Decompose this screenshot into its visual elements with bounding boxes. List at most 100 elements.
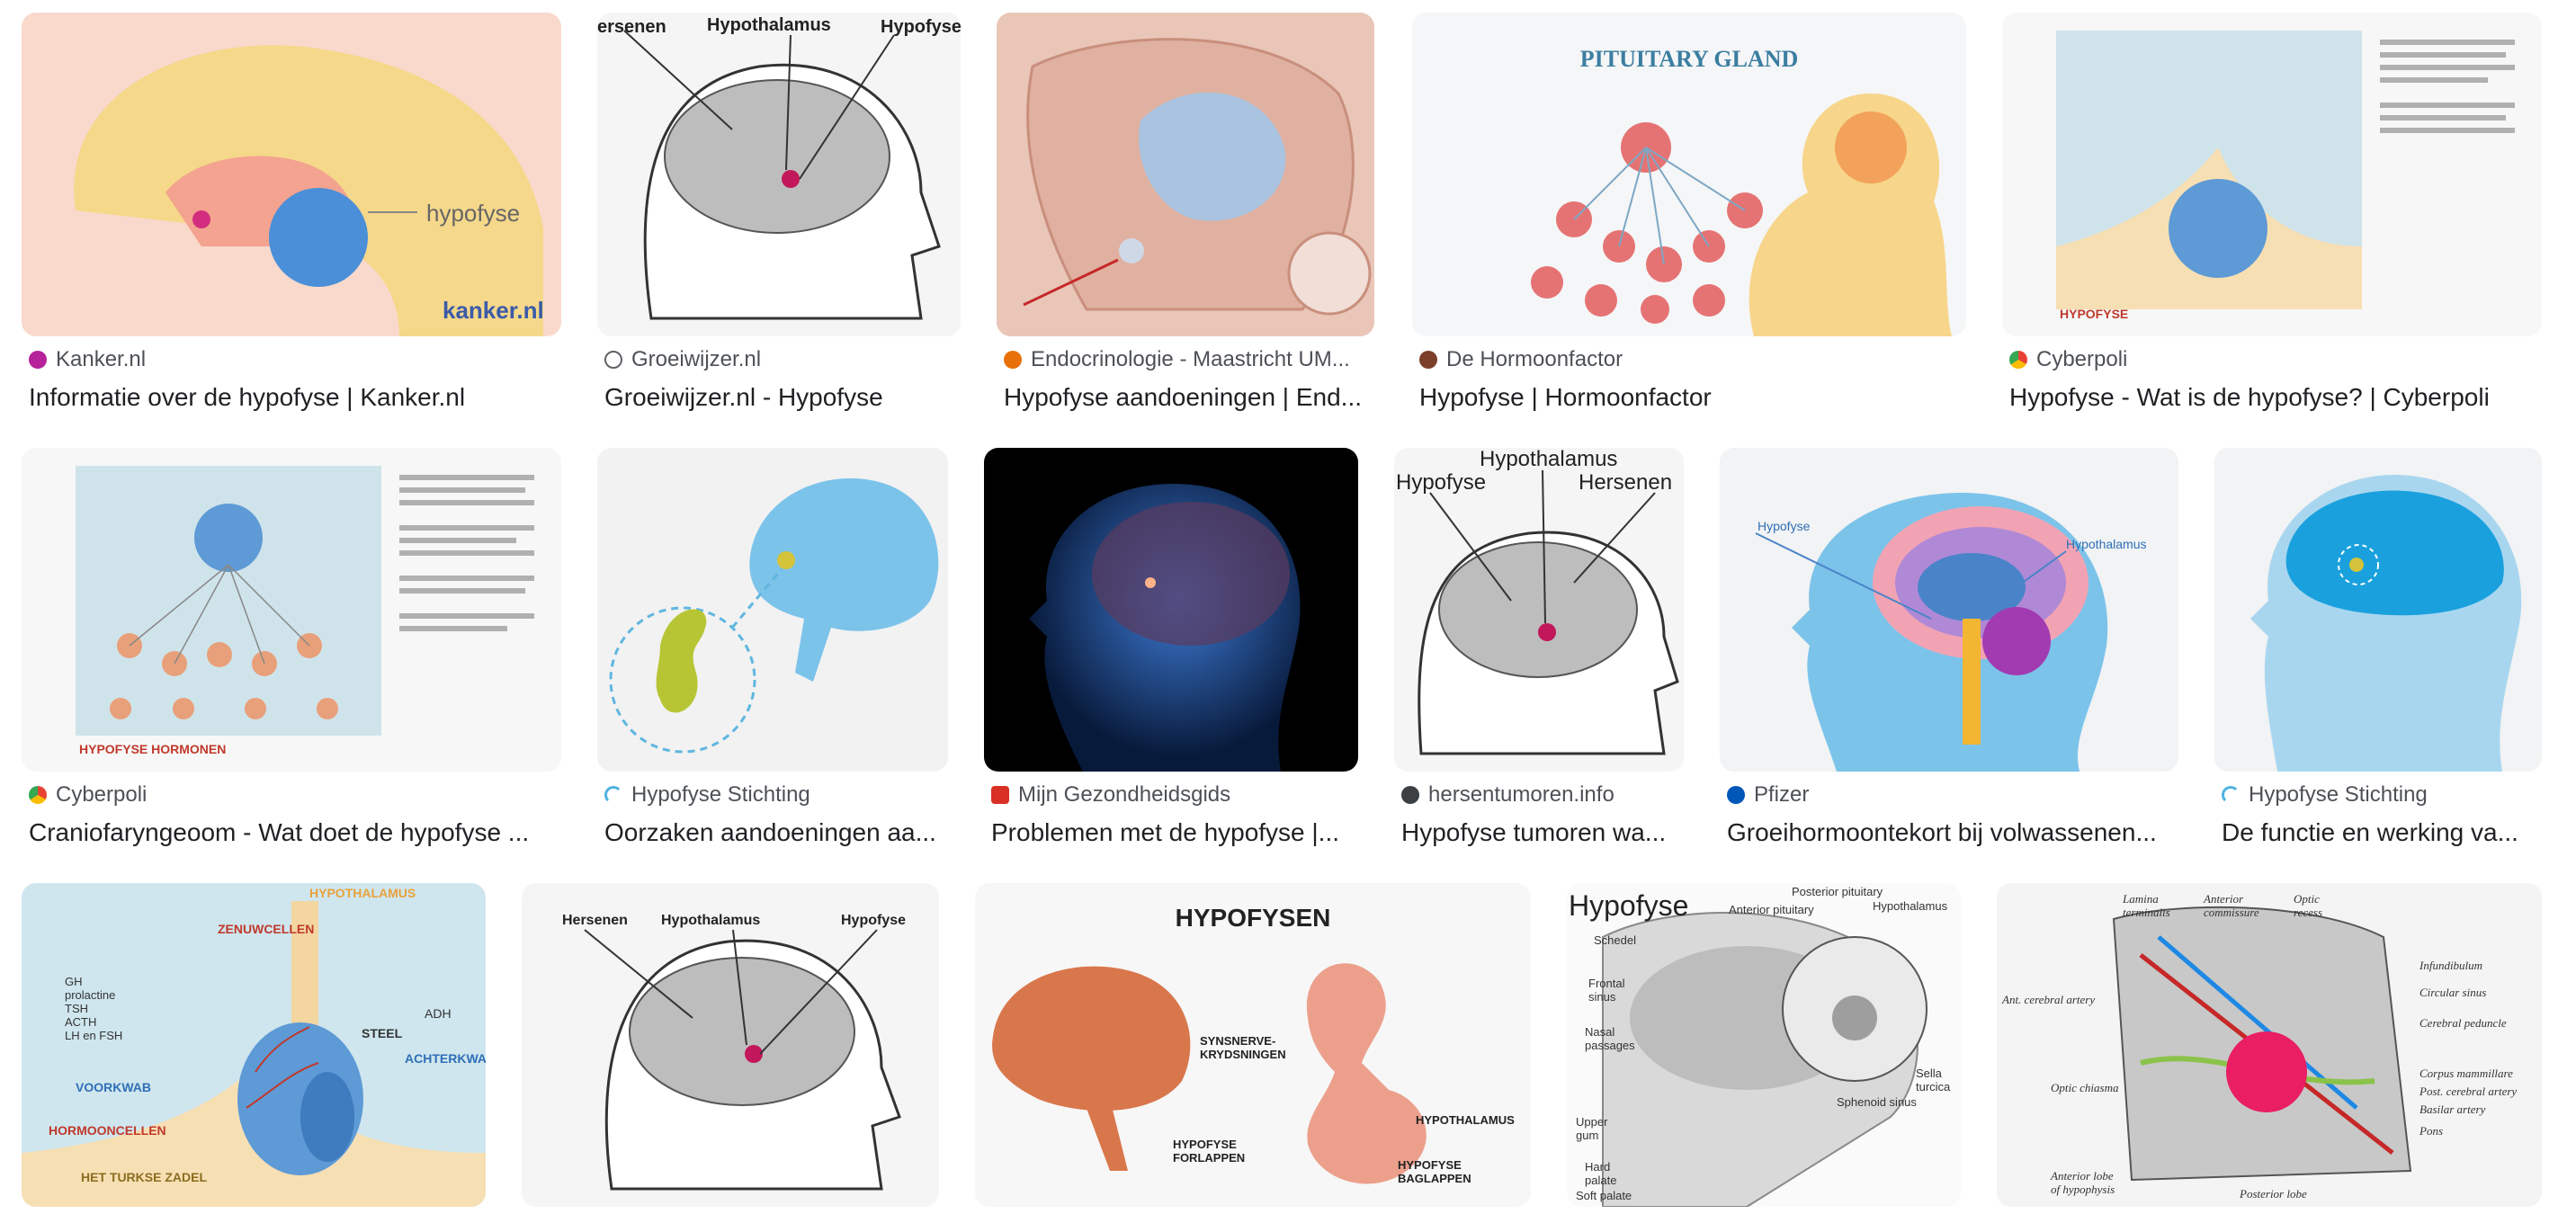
label-optic-chiasma: Optic chiasma <box>2051 1081 2119 1094</box>
source-name: Endocrinologie - Maastricht UM... <box>1031 347 1350 371</box>
label-hypofyse: Hypofyse <box>1396 470 1486 495</box>
label-hersenen: Hersenen <box>562 913 628 928</box>
result-title[interactable]: Groeihormoontekort bij volwassenen... <box>1727 818 2157 846</box>
label-hypothalamus: HYPOTHALAMUS <box>1416 1113 1515 1127</box>
result-thumbnail[interactable]: PITUITARY GLAND <box>1412 13 1966 336</box>
illustration-heading: Hypofyse <box>1569 889 1688 922</box>
hypofysen-illustration: HYPOFYSEN SYNSNERVE-KRYDSNINGEN HYPOTHAL… <box>992 904 1515 1185</box>
result-source[interactable]: Mijn Gezondheidsgids <box>991 782 1356 808</box>
hypofyse-cross-section-illustration: Hypofyse Posterior pituitary Anterior pi… <box>1569 885 1951 1207</box>
result-thumbnail[interactable]: Hypothalamus Hypofyse Hersenen <box>1394 448 1684 772</box>
label-hypothalamus: Hypothalamus <box>1873 899 1948 913</box>
stichting-favicon-icon <box>604 786 622 804</box>
source-name: Pfizer <box>1754 782 1810 807</box>
gezondheidsgids-favicon-icon <box>991 786 1009 804</box>
result-thumbnail[interactable]: Hypofyse Posterior pituitary Anterior pi… <box>1567 883 1961 1207</box>
head-xray-illustration <box>1029 484 1301 772</box>
result-thumbnail[interactable]: HYPOFYSEN SYNSNERVE-KRYDSNINGEN HYPOTHAL… <box>975 883 1531 1207</box>
result-thumbnail[interactable]: hypofyse kanker.nl <box>22 13 561 336</box>
brain-zoom-illustration <box>609 478 939 754</box>
endocrinologie-favicon-icon <box>1004 351 1022 369</box>
pfizer-favicon-icon <box>1727 786 1745 804</box>
result-source[interactable]: hersentumoren.info <box>1401 782 1682 808</box>
pituitary-gland-illustration: PITUITARY GLAND <box>1531 46 1952 336</box>
label-anterior-commissure: Anterior commissure <box>2203 892 2259 919</box>
result-source[interactable]: Hypofyse Stichting <box>604 782 946 808</box>
result-thumbnail[interactable] <box>2214 448 2542 772</box>
result-title[interactable]: Problemen met de hypofyse |... <box>991 818 1340 846</box>
label-pons: Pons <box>2419 1124 2443 1138</box>
label-basilar-artery: Basilar artery <box>2419 1102 2486 1116</box>
label-lamina-terminalis: Lamina terminalis <box>2122 892 2170 919</box>
result-thumbnail[interactable]: HYPOTHALAMUS ZENUWCELLEN GH prolactine TSH… <box>22 883 486 1207</box>
label-hersenen: ersenen <box>597 17 666 37</box>
result-source[interactable]: De Hormoonfactor <box>1419 347 1964 372</box>
label-upper-gum: Upper gum <box>1576 1115 1608 1142</box>
result-thumbnail[interactable]: Lamina terminalis Anterior commissure Opti… <box>1997 883 2542 1207</box>
result-thumbnail[interactable]: Hypofyse Hypothalamus <box>1720 448 2178 772</box>
source-name: Cyberpoli <box>56 782 148 807</box>
brain-outline-illustration: Hersenen Hypothalamus Hypofyse <box>562 913 906 1191</box>
kanker-favicon-icon <box>29 351 47 369</box>
label-voorkwab: VOORKWAB <box>76 1080 151 1094</box>
hypofyse-anatomy-illustration: HYPOTHALAMUS ZENUWCELLEN GH prolactine TSH… <box>22 886 486 1207</box>
result-source[interactable]: Pfizer <box>1727 782 2177 808</box>
illustration-heading: HYPOFYSEN <box>1176 904 1331 932</box>
label-hypofyse: Hypofyse <box>1758 519 1811 533</box>
result-thumbnail[interactable]: ersenen Hypothalamus Hypofyse <box>597 13 961 336</box>
result-source[interactable]: Kanker.nl <box>29 347 559 372</box>
result-thumbnail[interactable]: Hersenen Hypothalamus Hypofyse <box>522 883 939 1207</box>
brain-section-illustration <box>997 13 1374 336</box>
result-title[interactable]: Oorzaken aandoeningen aa... <box>604 818 936 846</box>
result-title[interactable]: Groeiwijzer.nl - Hypofyse <box>604 383 883 411</box>
label-forlappen: HYPOFYSE FORLAPPEN <box>1173 1138 1245 1165</box>
result-source[interactable]: Cyberpoli <box>2009 347 2540 372</box>
label-steel: STEEL <box>362 1026 403 1040</box>
result-thumbnail[interactable] <box>984 448 1358 772</box>
hypofyse-hormonen-illustration: HYPOFYSE HORMONEN <box>76 466 534 756</box>
label-ant-cerebral-artery: Ant. cerebral artery <box>2001 993 2095 1006</box>
result-title[interactable]: Hypofyse - Wat is de hypofyse? | Cyberpo… <box>2009 383 2490 411</box>
anatomical-engraving-illustration: Lamina terminalis Anterior commissure Opti… <box>2001 892 2517 1201</box>
result-thumbnail[interactable] <box>997 13 1374 336</box>
label-frontal-sinus: Frontal sinus <box>1588 977 1625 1004</box>
label-post-cerebral-artery: Post. cerebral artery <box>2419 1085 2517 1098</box>
result-thumbnail[interactable]: HYPOFYSE <box>2002 13 2542 336</box>
result-title[interactable]: De functie en werking va... <box>2222 818 2518 846</box>
label-hypofyse: Hypofyse <box>841 913 906 928</box>
label-anterior-lobe: Anterior lobe of hypophysis <box>2050 1169 2115 1196</box>
result-title[interactable]: Hypofyse aandoeningen | End... <box>1004 383 1363 411</box>
source-name: Mijn Gezondheidsgids <box>1018 782 1231 807</box>
result-title[interactable]: Informatie over de hypofyse | Kanker.nl <box>29 383 466 411</box>
label-soft-palate: Soft palate <box>1576 1189 1632 1202</box>
result-thumbnail[interactable] <box>597 448 948 772</box>
result-source[interactable]: Groeiwijzer.nl <box>604 347 959 372</box>
label-hersenen: Hersenen <box>1579 470 1672 495</box>
label-hypofyse: Hypofyse <box>881 17 961 37</box>
result-source[interactable]: Endocrinologie - Maastricht UM... <box>1004 347 1373 372</box>
brain-outline-illustration: ersenen Hypothalamus Hypofyse <box>597 15 961 320</box>
result-source[interactable]: Cyberpoli <box>29 782 559 808</box>
globe-favicon-icon <box>604 351 622 369</box>
illustration-footer: HYPOFYSE <box>2060 307 2128 321</box>
label-anterior-pituitary: Anterior pituitary <box>1729 903 1814 916</box>
label-corpus-mammillare: Corpus mammillare <box>2419 1067 2513 1080</box>
result-title[interactable]: Hypofyse | Hormoonfactor <box>1419 383 1712 411</box>
result-title[interactable]: Hypofyse tumoren wa... <box>1401 818 1667 846</box>
label-hormone-list: GH prolactine TSH ACTH LH en FSH <box>65 975 122 1042</box>
label-adh: ADH <box>425 1006 452 1021</box>
result-thumbnail[interactable]: HYPOFYSE HORMONEN <box>22 448 561 772</box>
illustration-footer: HYPOFYSE HORMONEN <box>79 742 226 756</box>
label-posterior-pituitary: Posterior pituitary <box>1792 885 1883 898</box>
label-hypothalamus: Hypothalamus <box>1480 448 1617 471</box>
result-title[interactable]: Craniofaryngeoom - Wat doet de hypofyse … <box>29 818 530 846</box>
label-turkse-zadel: HET TURKSE ZADEL <box>81 1170 207 1184</box>
label-hypofyse: hypofyse <box>426 200 520 227</box>
cyberpoli-hypofyse-illustration: HYPOFYSE <box>2056 31 2515 321</box>
label-hypothalamus: Hypothalamus <box>661 913 760 928</box>
label-hormooncellen: HORMOONCELLEN <box>49 1123 166 1138</box>
cyberpoli-favicon-icon <box>2009 351 2027 369</box>
label-zenuwcellen: ZENUWCELLEN <box>218 922 314 936</box>
result-source[interactable]: Hypofyse Stichting <box>2222 782 2540 808</box>
